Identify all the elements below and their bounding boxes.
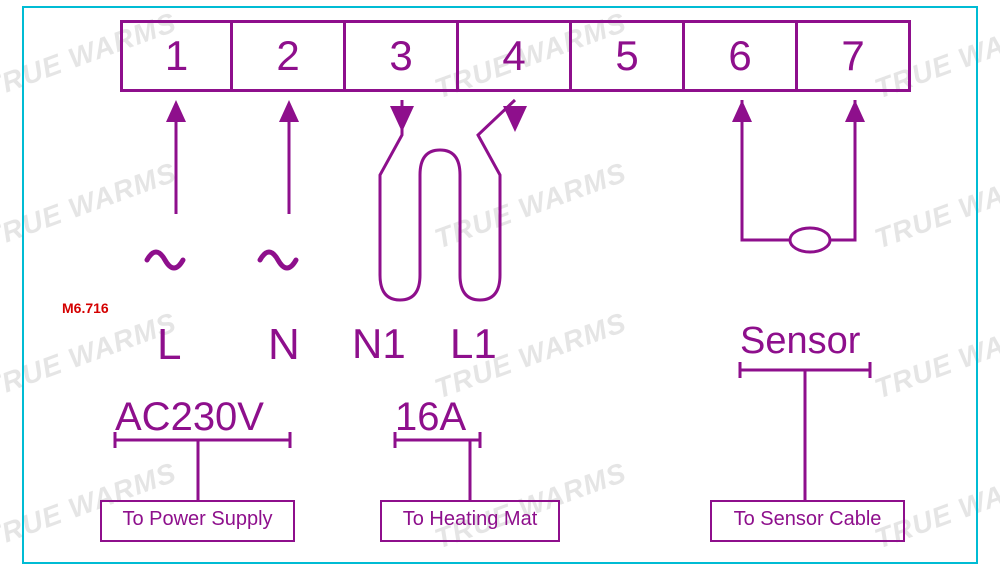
label-N: N — [268, 320, 300, 370]
label-Sensor: Sensor — [740, 320, 860, 363]
box-power-supply: To Power Supply — [100, 500, 295, 542]
terminal-3: 3 — [346, 20, 459, 92]
label-N1: N1 — [352, 320, 406, 368]
terminal-6: 6 — [685, 20, 798, 92]
label-AC230V: AC230V — [115, 395, 264, 440]
terminal-5: 5 — [572, 20, 685, 92]
terminal-7: 7 — [798, 20, 911, 92]
box-heating-mat: To Heating Mat — [380, 500, 560, 542]
code-label: M6.716 — [62, 300, 109, 316]
label-L: L — [157, 320, 181, 370]
terminal-strip: 1234567 — [120, 20, 911, 92]
label-L1: L1 — [450, 320, 497, 368]
box-sensor-cable: To Sensor Cable — [710, 500, 905, 542]
terminal-4: 4 — [459, 20, 572, 92]
wiring-diagram: TRUE WARMSTRUE WARMSTRUE WARMSTRUE WARMS… — [0, 0, 1000, 570]
label-16A: 16A — [395, 395, 466, 440]
terminal-1: 1 — [120, 20, 233, 92]
terminal-2: 2 — [233, 20, 346, 92]
